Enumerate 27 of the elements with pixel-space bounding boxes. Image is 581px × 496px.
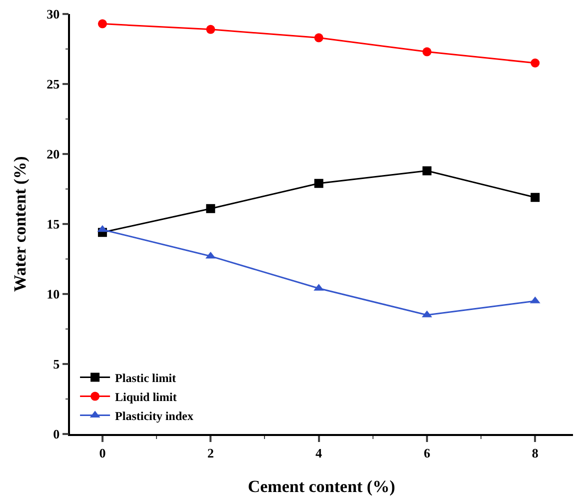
point xyxy=(314,284,324,291)
point xyxy=(422,166,432,176)
y-tick-label: 20 xyxy=(46,146,60,162)
x-tick-label: 4 xyxy=(316,445,323,460)
x-tick-label: 6 xyxy=(424,445,431,460)
point xyxy=(422,47,432,56)
point xyxy=(98,19,107,28)
point xyxy=(206,24,216,34)
y-tick-label: 30 xyxy=(46,6,60,22)
y-tick-label: 0 xyxy=(53,426,60,442)
legend-label: Liquid limit xyxy=(115,390,177,404)
y-tick-label: 5 xyxy=(53,356,60,372)
x-tick-label: 2 xyxy=(207,445,214,460)
legend-label: Plastic limit xyxy=(115,370,176,385)
y-axis-title: Water content (%) xyxy=(10,156,30,292)
point xyxy=(206,204,216,214)
x-tick-label: 0 xyxy=(99,445,106,460)
legend-label: Plasticity index xyxy=(115,408,194,423)
x-tick-label: 8 xyxy=(532,445,539,460)
point xyxy=(314,178,324,188)
point xyxy=(530,58,540,68)
y-tick-label: 15 xyxy=(46,216,60,232)
y-tick-label: 25 xyxy=(46,76,60,92)
y-tick-label: 10 xyxy=(46,286,60,302)
point xyxy=(314,33,324,42)
x-axis-title: Cement content (%) xyxy=(248,477,396,496)
point xyxy=(530,192,540,202)
